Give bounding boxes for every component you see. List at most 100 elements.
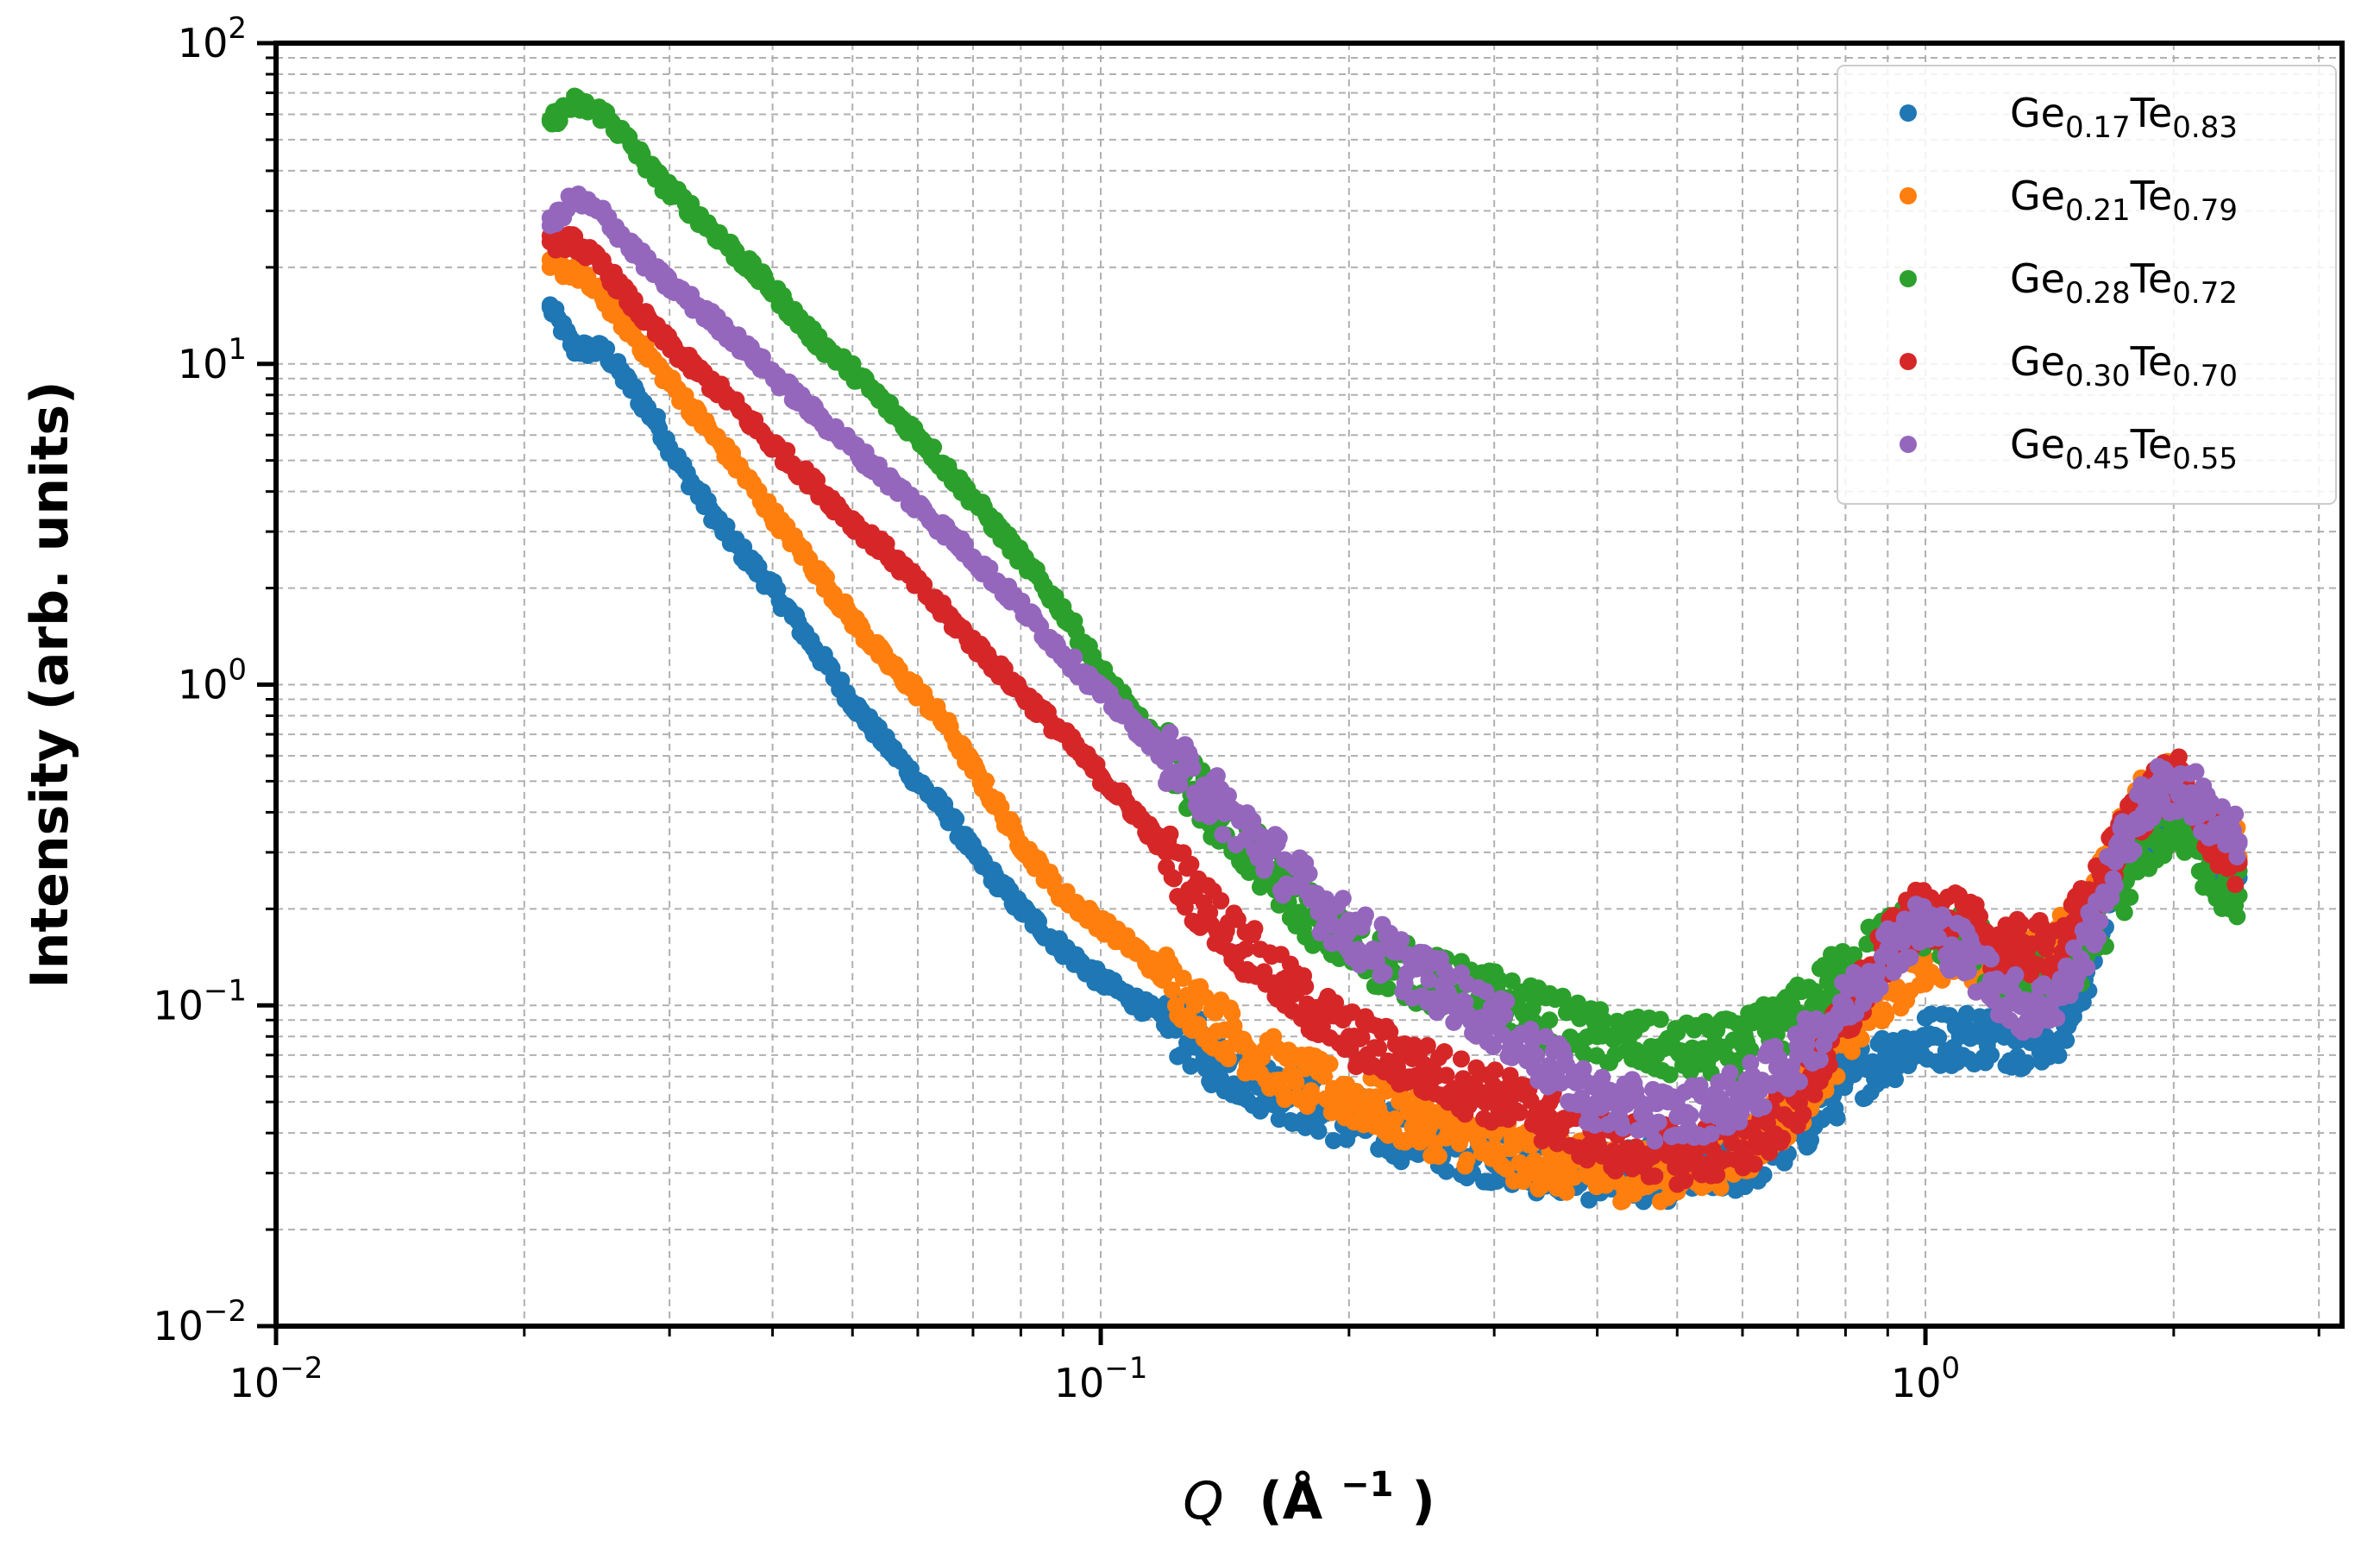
data-point	[925, 438, 943, 456]
data-point	[1676, 1172, 1694, 1190]
data-point	[2125, 841, 2143, 859]
data-point	[1486, 1061, 1504, 1079]
y-tick-label: 10−1	[153, 973, 247, 1028]
data-point	[1901, 948, 1919, 966]
data-point	[1982, 1046, 2000, 1064]
data-point	[1270, 828, 1288, 846]
legend-marker	[1900, 436, 1917, 453]
data-point	[977, 772, 995, 790]
legend-marker	[1900, 187, 1917, 204]
data-point	[2006, 965, 2025, 984]
data-point	[1287, 1073, 1305, 1091]
data-point	[1595, 1012, 1613, 1030]
data-point	[1300, 865, 1318, 883]
data-point	[2121, 888, 2139, 906]
data-point	[1231, 943, 1249, 961]
data-point	[1290, 903, 1309, 921]
data-point	[1219, 1050, 1237, 1068]
data-point	[1930, 1028, 1948, 1047]
data-point	[1490, 971, 1508, 989]
data-point	[2230, 833, 2248, 851]
x-tick-label: 10−1	[1054, 1351, 1148, 1406]
data-point	[1324, 1131, 1342, 1149]
x-axis-label-close: )	[1411, 1471, 1435, 1531]
x-axis-label: Q (Å −1 )	[1183, 1449, 1435, 1531]
data-point	[2078, 959, 2096, 977]
legend-marker	[1900, 270, 1917, 287]
data-point	[2089, 929, 2107, 947]
legend-marker	[1900, 353, 1917, 370]
data-point	[1774, 1129, 1792, 1148]
data-point	[1649, 1113, 1667, 1131]
data-point	[1755, 1097, 1773, 1116]
data-point	[1982, 950, 2000, 968]
data-point	[1528, 1047, 1546, 1065]
y-tick-label: 101	[178, 332, 247, 387]
x-axis-label-symbol: Q	[1183, 1471, 1223, 1531]
data-point	[1201, 808, 1219, 826]
data-point	[2115, 903, 2133, 921]
y-tick-label: 102	[178, 11, 247, 66]
data-point	[1435, 1043, 1454, 1061]
data-point	[2228, 848, 2246, 866]
data-point	[1184, 759, 1202, 777]
data-point	[1871, 978, 1889, 997]
x-axis-label-sup: −1	[1341, 1465, 1393, 1505]
data-point	[1794, 1105, 1812, 1123]
points-layer	[541, 87, 2248, 1211]
data-point	[1065, 648, 1083, 666]
data-point	[1452, 1050, 1470, 1068]
y-tick-label: 10−2	[153, 1294, 247, 1349]
data-point	[1321, 1055, 1339, 1073]
data-point	[2057, 1031, 2075, 1049]
data-point	[1334, 890, 1352, 908]
data-point	[1651, 1010, 1669, 1028]
data-point	[1661, 1066, 1679, 1084]
data-point	[1174, 969, 1192, 987]
data-point	[1163, 981, 1181, 999]
data-point	[1196, 988, 1215, 1006]
data-point	[1297, 1060, 1315, 1078]
data-point	[2106, 877, 2124, 895]
data-point	[1356, 906, 1374, 924]
data-point	[2226, 805, 2245, 823]
x-axis-label-unit: (Å	[1259, 1470, 1322, 1531]
y-tick-label: 100	[178, 653, 247, 708]
data-point	[1309, 1123, 1328, 1141]
data-point	[1723, 1134, 1741, 1152]
data-point	[947, 810, 965, 828]
data-point	[598, 340, 616, 358]
legend-marker	[1900, 104, 1917, 122]
data-point	[2050, 1047, 2068, 1065]
data-point	[1437, 1162, 1455, 1180]
data-point	[2048, 1009, 2066, 1027]
data-point	[2226, 876, 2245, 894]
data-point	[1276, 1091, 1294, 1109]
y-axis-label: Intensity (arb. units)	[20, 380, 80, 988]
data-point	[1565, 1168, 1583, 1186]
x-tick-label: 100	[1891, 1351, 1960, 1406]
data-point	[1429, 1147, 1447, 1165]
data-point	[1190, 1016, 1208, 1034]
data-point	[1681, 1106, 1699, 1124]
data-point	[1957, 1004, 1975, 1022]
data-point	[1802, 1131, 1820, 1149]
data-point	[1297, 978, 1315, 996]
data-point	[1246, 920, 1264, 938]
data-point	[1379, 979, 1397, 997]
data-point	[1811, 1051, 1829, 1069]
data-point	[1614, 1119, 1632, 1137]
data-point	[2012, 915, 2030, 933]
data-point	[1877, 1007, 1895, 1025]
data-point	[1477, 983, 1495, 1001]
data-point	[1182, 855, 1200, 873]
data-point	[1212, 891, 1230, 909]
legend: Ge0.17Te0.83Ge0.21Te0.79Ge0.28Te0.72Ge0.…	[1837, 65, 2337, 505]
data-point	[1646, 1167, 1664, 1185]
data-point	[1557, 1183, 1575, 1201]
data-point	[1405, 1116, 1423, 1134]
data-point	[1161, 723, 1179, 741]
